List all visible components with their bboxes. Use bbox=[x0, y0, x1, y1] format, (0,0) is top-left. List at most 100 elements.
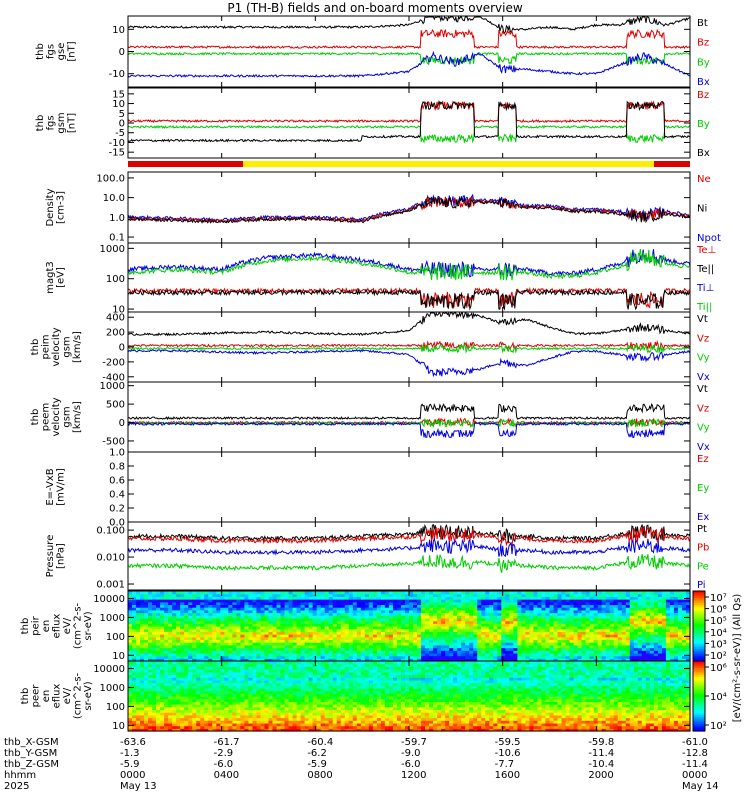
ephemeris-label: hhmm bbox=[4, 770, 36, 781]
y-axis-label: thb bbox=[20, 618, 31, 635]
y-axis-label: [eV] bbox=[56, 267, 67, 288]
ephemeris-value: -7.7 bbox=[495, 759, 515, 770]
y-axis-label: thb bbox=[20, 688, 31, 705]
y-axis-label: velocity bbox=[51, 397, 62, 436]
ephemeris-value: -5.9 bbox=[307, 759, 327, 770]
mode-bar-segment bbox=[654, 161, 690, 167]
y-tick-label: 10000 bbox=[93, 664, 125, 675]
y-axis-label: magt3 bbox=[45, 261, 56, 294]
y-axis-label: [nPa] bbox=[56, 543, 67, 569]
y-axis-label: [nT] bbox=[67, 113, 78, 133]
legend-entry: By bbox=[697, 119, 710, 130]
y-axis-label: [km/s] bbox=[72, 401, 83, 433]
legend-entry: Vt bbox=[697, 314, 708, 325]
series-line bbox=[127, 311, 691, 337]
series-line bbox=[127, 99, 691, 143]
ephemeris-value: May 13 bbox=[120, 781, 157, 792]
y-tick-label: 1000 bbox=[100, 613, 125, 624]
ephemeris-value: -6.0 bbox=[214, 759, 234, 770]
y-tick-label: 100 bbox=[106, 702, 125, 713]
y-axis-label: eflux bbox=[52, 614, 63, 639]
y-tick-label: 0.010 bbox=[96, 553, 125, 564]
y-axis-label: gse bbox=[56, 43, 67, 61]
y-axis-label: fgs bbox=[46, 44, 57, 59]
panel-frame bbox=[127, 451, 691, 523]
series-line bbox=[127, 421, 691, 439]
legend-entry: Vy bbox=[697, 423, 710, 434]
y-tick-label: 0.2 bbox=[109, 504, 125, 515]
series-line bbox=[127, 249, 691, 281]
y-axis-label: en bbox=[41, 690, 52, 703]
y-tick-label: 10 bbox=[112, 651, 125, 662]
ephemeris-value: -9.0 bbox=[401, 748, 421, 759]
y-tick-label: 0.100 bbox=[96, 526, 125, 537]
series-line bbox=[127, 100, 691, 124]
ephemeris-value: -2.9 bbox=[214, 748, 234, 759]
y-tick-label: 0.001 bbox=[96, 580, 125, 591]
y-axis-label: velocity bbox=[51, 327, 62, 366]
series-line bbox=[127, 417, 690, 429]
y-axis-label: sr-eV) bbox=[83, 611, 94, 640]
ephemeris-value: -59.5 bbox=[495, 737, 521, 748]
legend-entry: Ne bbox=[697, 174, 711, 185]
series-line bbox=[127, 196, 691, 224]
panel-peim_vel: 400 200 0 -200 -400 thb peim velocity gsm [km/s] V… bbox=[30, 311, 710, 383]
panel-peer_eflux: 10000 1000 100 10 thb peer en eflux eV/(cm^2-s-s… bbox=[20, 660, 691, 732]
y-axis-label: sr-eV) bbox=[83, 681, 94, 710]
y-tick-label: -10 bbox=[109, 69, 125, 80]
panel-temperature: 1000 100 10 magt3 [eV] Te⊥ Te|| Ti⊥ Ti|| bbox=[45, 242, 716, 316]
y-tick-label: 400 bbox=[106, 313, 125, 324]
series-line bbox=[127, 348, 691, 378]
legend-entry: Ti⊥ bbox=[696, 283, 714, 294]
y-tick-label: 0.1 bbox=[109, 233, 125, 244]
y-axis-label: eflux bbox=[52, 684, 63, 709]
y-tick-label: 0.6 bbox=[109, 476, 125, 487]
series-line bbox=[127, 51, 691, 66]
y-tick-label: 0 bbox=[119, 47, 125, 58]
y-tick-label: 10 bbox=[112, 721, 125, 732]
y-tick-label: -10 bbox=[109, 138, 125, 149]
legend-entry: Vz bbox=[697, 333, 709, 344]
ephemeris-value: 1200 bbox=[401, 770, 426, 781]
legend-entry: Bx bbox=[697, 148, 710, 159]
legend-entry: Vx bbox=[697, 442, 710, 453]
panel-frame bbox=[127, 242, 691, 313]
y-axis-label: peer bbox=[31, 684, 42, 708]
legend-entry: Vy bbox=[697, 353, 710, 364]
y-tick-label: 1000 bbox=[100, 381, 125, 392]
series-line bbox=[127, 288, 691, 311]
colorbar-tick-label: 10⁶ bbox=[710, 605, 727, 616]
y-tick-label: 500 bbox=[106, 400, 125, 411]
mode-bar-segment bbox=[128, 161, 243, 167]
colorbar-tick-label: 10² bbox=[710, 651, 727, 662]
legend-entry: Ex bbox=[697, 512, 709, 523]
y-tick-label: 100.0 bbox=[96, 173, 125, 184]
y-tick-label: 1000 bbox=[100, 244, 125, 255]
legend-entry: Ez bbox=[697, 454, 709, 465]
legend-entry: Bx bbox=[697, 77, 710, 88]
ephemeris-value: -59.7 bbox=[401, 737, 427, 748]
y-axis-label: Density bbox=[45, 188, 56, 226]
series-line bbox=[127, 286, 691, 309]
y-tick-label: 0.4 bbox=[109, 490, 125, 501]
mode-bar-segment bbox=[243, 161, 654, 167]
series-line bbox=[127, 15, 691, 34]
y-axis-label: thb bbox=[30, 409, 41, 426]
colorbar-tick-label: 10³ bbox=[710, 639, 727, 650]
series-line bbox=[127, 124, 691, 144]
legend-entry: Pe bbox=[697, 561, 709, 572]
y-axis-label: Pressure bbox=[45, 535, 56, 578]
colorbar-tick-label: 10⁴ bbox=[710, 628, 727, 639]
legend-entry: Vx bbox=[697, 372, 710, 383]
y-tick-label: 15 bbox=[112, 89, 125, 100]
series-line bbox=[127, 50, 691, 78]
colorbar-tick-label: 10⁴ bbox=[710, 692, 727, 703]
colorbar-tick-label: 10⁶ bbox=[710, 663, 727, 674]
panel-peem_vel: 1000 500 0 -500 thb peem velocity gsm [km/s] Vt Vz… bbox=[30, 381, 710, 453]
y-tick-label: 0 bbox=[119, 418, 125, 429]
y-axis-label: (cm^2-s- bbox=[73, 672, 84, 719]
series-line bbox=[127, 526, 691, 547]
ephemeris-value: -11.4 bbox=[682, 759, 708, 770]
